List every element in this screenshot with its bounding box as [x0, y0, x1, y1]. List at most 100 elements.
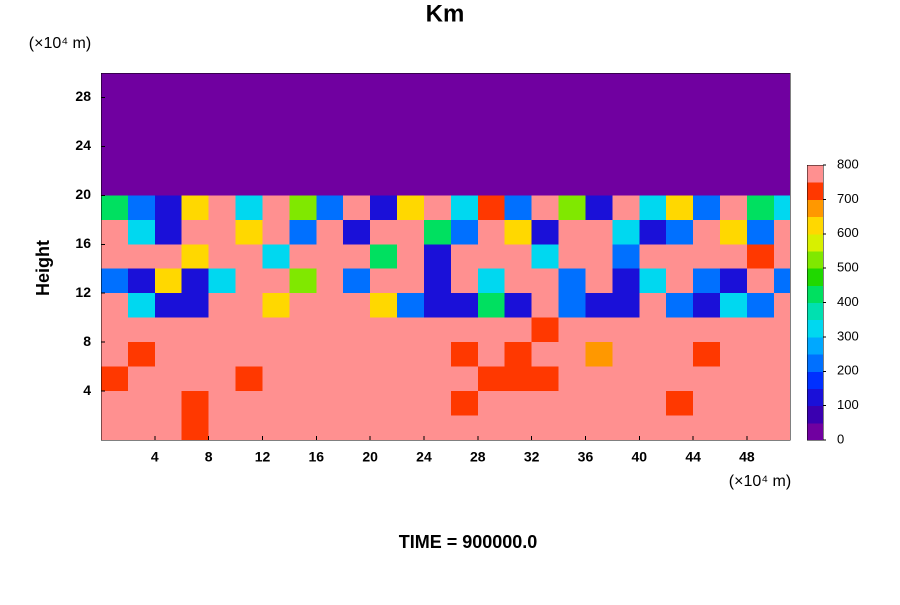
field-cell: [154, 73, 183, 98]
field-cell: [558, 317, 586, 343]
field-cell: [558, 244, 586, 270]
field-cell: [181, 268, 210, 294]
field-cell: [235, 317, 263, 343]
field-cell: [585, 342, 613, 368]
field-cell: [746, 195, 775, 221]
field-cell: [127, 97, 156, 123]
field-cell: [450, 317, 479, 343]
field-cell: [773, 219, 791, 245]
field-cell: [450, 244, 479, 270]
field-cell: [370, 195, 398, 221]
field-cell: [289, 366, 317, 392]
field-cell: [289, 317, 317, 343]
field-cell: [397, 293, 425, 319]
field-cell: [693, 317, 721, 343]
field-cell: [477, 391, 506, 417]
field-cell: [746, 391, 775, 417]
field-cell: [316, 317, 344, 343]
field-cell: [585, 391, 613, 417]
field-cell: [720, 293, 748, 319]
field-cell: [343, 195, 371, 221]
colorbar-band: [807, 388, 823, 407]
field-cell: [154, 342, 183, 368]
field-cell: [639, 146, 667, 172]
field-cell: [666, 366, 694, 392]
field-cell: [666, 146, 694, 172]
field-cell: [101, 219, 129, 245]
field-cell: [262, 73, 290, 98]
colorbar-band: [807, 268, 823, 286]
field-cell: [289, 342, 317, 368]
field-cell: [531, 146, 560, 172]
y-axis-label: Height: [33, 240, 53, 296]
y-tick-label: 20: [75, 186, 91, 202]
field-cell: [154, 146, 183, 172]
field-cell: [558, 170, 586, 196]
field-cell: [316, 73, 344, 98]
field-cell: [262, 268, 290, 294]
field-cell: [585, 97, 613, 123]
field-cell: [612, 146, 640, 172]
colorbar-tick-label: 100: [837, 397, 859, 412]
field-cell: [746, 415, 775, 441]
field-cell: [746, 366, 775, 392]
field-cell: [316, 146, 344, 172]
field-cell: [773, 366, 791, 392]
field-cell: [720, 268, 748, 294]
field-cell: [101, 293, 129, 319]
field-cell: [397, 317, 425, 343]
field-cell: [208, 342, 237, 368]
field-cell: [585, 219, 613, 245]
x-tick-label: 20: [362, 449, 378, 465]
colorbar-tick-label: 800: [837, 156, 859, 171]
field-cell: [585, 146, 613, 172]
field-cell: [343, 97, 371, 123]
field-cell: [585, 293, 613, 319]
field-cell: [397, 219, 425, 245]
field-cell: [397, 366, 425, 392]
y-tick-label: 8: [83, 333, 91, 349]
field-cell: [531, 268, 560, 294]
field-cell: [666, 293, 694, 319]
field-cell: [531, 317, 560, 343]
colorbar-band: [807, 422, 823, 441]
field-cell: [181, 195, 210, 221]
field-cell: [773, 146, 791, 172]
field-cell: [693, 244, 721, 270]
field-cell: [235, 73, 263, 98]
field-cell: [639, 415, 667, 441]
field-cell: [343, 293, 371, 319]
field-cell: [773, 317, 791, 343]
x-tick-label: 44: [685, 449, 701, 465]
y-tick-label: 12: [75, 284, 91, 300]
field-cell: [262, 391, 290, 417]
field-cell: [423, 317, 452, 343]
field-cell: [612, 195, 640, 221]
field-cell: [558, 195, 586, 221]
field-cell: [666, 391, 694, 417]
field-cell: [316, 219, 344, 245]
field-cell: [343, 391, 371, 417]
field-cell: [720, 121, 748, 147]
x-tick-label: 24: [416, 449, 432, 465]
field-cell: [343, 121, 371, 147]
field-cell: [531, 219, 560, 245]
field-cell: [154, 366, 183, 392]
field-cell: [612, 415, 640, 441]
field-cell: [773, 121, 791, 147]
field-cell: [450, 195, 479, 221]
field-cell: [235, 415, 263, 441]
field-cell: [531, 97, 560, 123]
field-cell: [316, 170, 344, 196]
field-cell: [773, 415, 791, 441]
field-cell: [181, 391, 210, 417]
field-cell: [423, 366, 452, 392]
field-cell: [585, 317, 613, 343]
x-tick-label: 12: [255, 449, 271, 465]
field-cell: [127, 317, 156, 343]
field-cell: [477, 415, 506, 441]
field-cell: [127, 219, 156, 245]
field-cell: [720, 391, 748, 417]
field-cell: [235, 219, 263, 245]
field-cell: [666, 170, 694, 196]
